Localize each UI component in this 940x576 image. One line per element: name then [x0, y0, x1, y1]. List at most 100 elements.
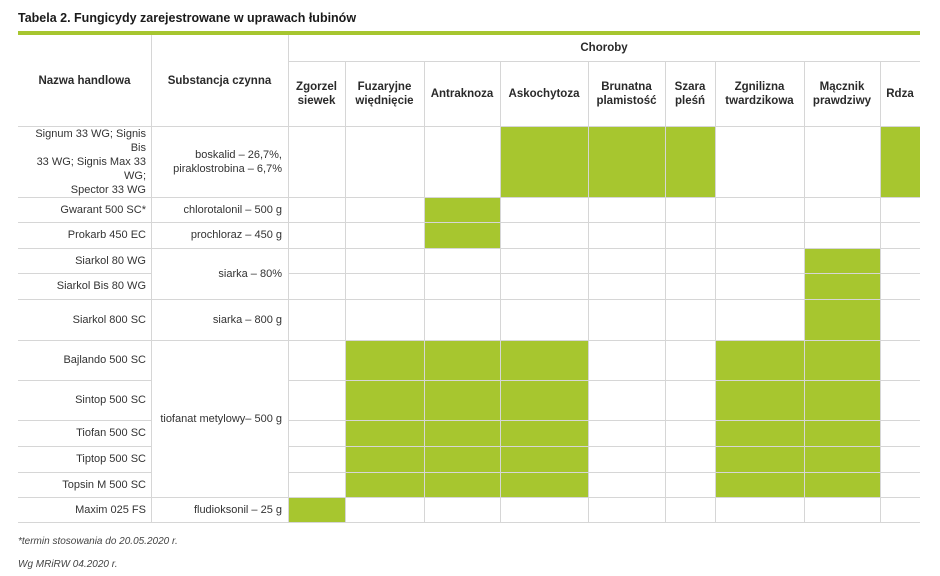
registered-cell	[500, 380, 588, 420]
footnote: *termin stosowania do 20.05.2020 r.	[18, 536, 178, 547]
registered-cell	[424, 340, 500, 380]
disease-header: Fuzaryjne więdnięcie	[345, 61, 424, 126]
trade-name-cell: Topsin M 500 SC	[18, 472, 151, 497]
registered-cell	[804, 273, 880, 299]
registered-cell	[500, 420, 588, 446]
text-line: Mącznik	[819, 80, 865, 93]
active-substance-cell: siarka – 800 g	[151, 299, 288, 340]
registered-cell	[500, 340, 588, 380]
trade-name-cell: Signum 33 WG; Signis Bis 33 WG; Signis Ma…	[18, 126, 151, 197]
text-line: Siarkol 80 WG	[75, 254, 146, 267]
grid-line-h	[288, 420, 920, 421]
registered-cell	[424, 472, 500, 497]
active-substance-cell: siarka – 80%	[151, 248, 288, 299]
grid-line-v	[345, 61, 346, 522]
registered-cell	[715, 472, 804, 497]
title-rule	[18, 31, 920, 35]
column-header-active-substance: Substancja czynna	[167, 74, 272, 87]
registered-cell	[715, 340, 804, 380]
grid-line-h	[18, 299, 920, 300]
grid-line-v	[880, 61, 881, 522]
registered-cell	[880, 126, 920, 197]
grid-line-h	[18, 497, 920, 498]
trade-name-cell: Maxim 025 FS	[18, 497, 151, 522]
text-line: Bajlando 500 SC	[63, 354, 146, 366]
text-line: Gwarant 500 SC*	[60, 203, 146, 216]
text-line: Spector 33 WG	[70, 183, 146, 196]
text-line: Tiofan 500 SC	[76, 427, 146, 439]
registered-cell	[715, 446, 804, 472]
grid-line-h	[288, 61, 920, 62]
trade-name-cell: Prokarb 450 EC	[18, 222, 151, 248]
text-line: twardzikowa	[725, 94, 794, 107]
disease-header: Askochytoza	[500, 61, 588, 126]
text-line: chlorotalonil – 500 g	[183, 203, 282, 216]
text-line: Maxim 025 FS	[75, 503, 146, 516]
registered-cell	[345, 380, 424, 420]
grid-line-h	[18, 420, 151, 421]
text-line: Zgnilizna	[734, 80, 785, 93]
text-line: Prokarb 450 EC	[67, 229, 146, 241]
text-line: Brunatna	[601, 80, 652, 93]
text-line: Askochytoza	[508, 87, 580, 100]
text-line: Siarkol 800 SC	[72, 313, 146, 326]
text-line: siarka – 800 g	[212, 313, 282, 326]
disease-header: Rdza	[880, 61, 920, 126]
disease-header: Zgnilizna twardzikowa	[715, 61, 804, 126]
grid-line-h	[18, 222, 920, 223]
trade-name-cell: Bajlando 500 SC	[18, 340, 151, 380]
grid-line-v	[588, 61, 589, 522]
grid-line-h	[18, 197, 920, 198]
registered-cell	[804, 446, 880, 472]
registered-cell	[665, 126, 715, 197]
grid-line-v	[665, 61, 666, 522]
grid-line-v	[288, 35, 289, 522]
registered-cell	[424, 420, 500, 446]
registered-cell	[500, 446, 588, 472]
column-header-trade-name: Nazwa handlowa	[38, 74, 131, 87]
registered-cell	[500, 126, 588, 197]
grid-line-h	[288, 472, 920, 473]
grid-line-h	[18, 273, 151, 274]
registered-cell	[500, 472, 588, 497]
registered-cell	[345, 420, 424, 446]
registered-cell	[424, 222, 500, 248]
grid-line-h	[18, 380, 151, 381]
grid-line-h	[18, 522, 920, 523]
text-line: prawdziwy	[812, 94, 872, 107]
disease-header: Mącznik prawdziwy	[804, 61, 880, 126]
grid-line-v	[715, 61, 716, 522]
registered-cell	[804, 299, 880, 340]
text-line: Antraknoza	[430, 87, 494, 100]
trade-name-cell: Sintop 500 SC	[18, 380, 151, 420]
registered-cell	[345, 340, 424, 380]
grid-line-h	[288, 380, 920, 381]
text-line: Topsin M 500 SC	[62, 478, 146, 491]
grid-line-h	[18, 248, 920, 249]
fungicide-table: Nazwa handlowa Substancja czynna Choroby Zg…	[18, 35, 920, 523]
grid-line-h	[18, 340, 920, 341]
registered-cell	[804, 380, 880, 420]
registered-cell	[424, 197, 500, 222]
text-line: tiofanat metylowy– 500 g	[160, 412, 282, 425]
text-line: piraklostrobina – 6,7%	[173, 162, 282, 175]
text-line: Zgorzel	[296, 80, 337, 93]
grid-line-h	[18, 472, 151, 473]
column-header-diseases: Choroby	[580, 42, 628, 54]
table-title: Tabela 2. Fungicydy zarejestrowane w upr…	[18, 11, 357, 25]
text-line: więdnięcie	[355, 94, 414, 107]
trade-name-cell: Siarkol Bis 80 WG	[18, 273, 151, 299]
source-note: Wg MRiRW 04.2020 r.	[18, 559, 118, 570]
text-line: boskalid – 26,7%,	[195, 148, 282, 161]
text-line: siarka – 80%	[218, 267, 282, 280]
grid-line-v	[500, 61, 501, 522]
text-line: fludioksonil – 25 g	[193, 503, 282, 516]
text-line: Sintop 500 SC	[75, 394, 146, 406]
text-line: Szara	[674, 80, 706, 93]
disease-header: Zgorzel siewek	[288, 61, 345, 126]
trade-name-cell: Gwarant 500 SC*	[18, 197, 151, 222]
grid-line-h	[18, 126, 920, 127]
text-line: 33 WG; Signis Max 33 WG;	[36, 155, 146, 182]
text-line: Fuzaryjne	[357, 80, 412, 93]
disease-header: Antraknoza	[424, 61, 500, 126]
